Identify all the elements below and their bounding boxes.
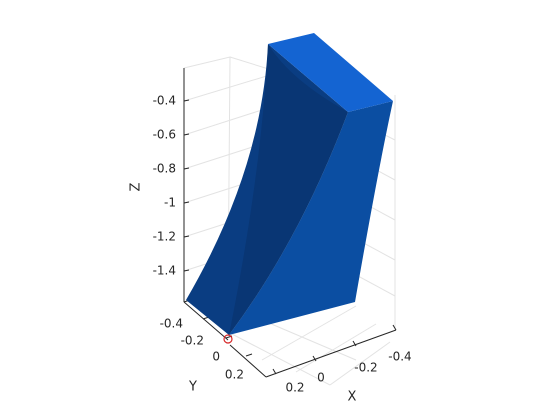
grid-floor-5 (261, 319, 357, 361)
z-tick (183, 133, 190, 136)
y-tick-label: 0 (212, 350, 220, 364)
z-ticks (183, 99, 190, 272)
block-top-face (268, 33, 393, 112)
x-tick-labels: -0.4 -0.2 0 0.2 (285, 350, 411, 395)
z-tick-label: -1.2 (153, 230, 176, 244)
x-tick-label: -0.2 (354, 361, 377, 375)
x-tick (312, 355, 317, 362)
block-inner-shade (229, 44, 348, 335)
x-tick (352, 340, 357, 347)
z-tick-label: -0.4 (153, 94, 176, 108)
grid-z-1 (183, 74, 271, 102)
y-tick-label: -0.2 (181, 334, 204, 348)
z-tick (183, 167, 190, 170)
y-tick (245, 353, 253, 357)
z-tick-label: -1.4 (153, 264, 176, 278)
y-axis-line-ext (229, 344, 267, 378)
x-tick-label: -0.4 (388, 350, 411, 364)
origin-marker (223, 334, 233, 344)
y-tick-label: -0.4 (160, 317, 183, 331)
x-axis-line (265, 329, 397, 378)
x-ticks (272, 324, 397, 375)
z-tick (183, 269, 190, 272)
z-axis-label: Z (129, 182, 144, 191)
grid-floor-3 (329, 341, 391, 386)
grid-right-5 (357, 275, 396, 297)
z-tick (183, 235, 190, 238)
x-tick (392, 324, 397, 331)
z-tick-label: -1 (164, 196, 176, 210)
blue-tapered-block (186, 33, 393, 335)
x-axis-label: X (348, 390, 357, 405)
y-axis-line (183, 301, 229, 341)
z-tick-label: -0.6 (153, 128, 176, 142)
x-tick-label: 0 (317, 371, 325, 385)
axis-lines (183, 68, 397, 378)
grid-floor-2 (295, 323, 377, 373)
y-tick-label: 0.2 (225, 368, 244, 382)
z-tick-labels: -0.4 -0.6 -0.8 -1 -1.2 -1.4 (153, 94, 176, 278)
z-tick (183, 99, 190, 102)
block-right-face (229, 101, 393, 335)
grid-floor-4 (229, 332, 331, 386)
y-tick-labels: -0.4 -0.2 0 0.2 (160, 317, 244, 382)
y-axis-label: Y (188, 380, 197, 395)
z-tick (183, 201, 190, 204)
grid-floor-1 (261, 305, 357, 361)
x-tick-label: 0.2 (285, 381, 304, 395)
x-tick (272, 368, 277, 375)
z-tick-label: -0.8 (153, 162, 176, 176)
grid-z-2 (183, 107, 269, 136)
